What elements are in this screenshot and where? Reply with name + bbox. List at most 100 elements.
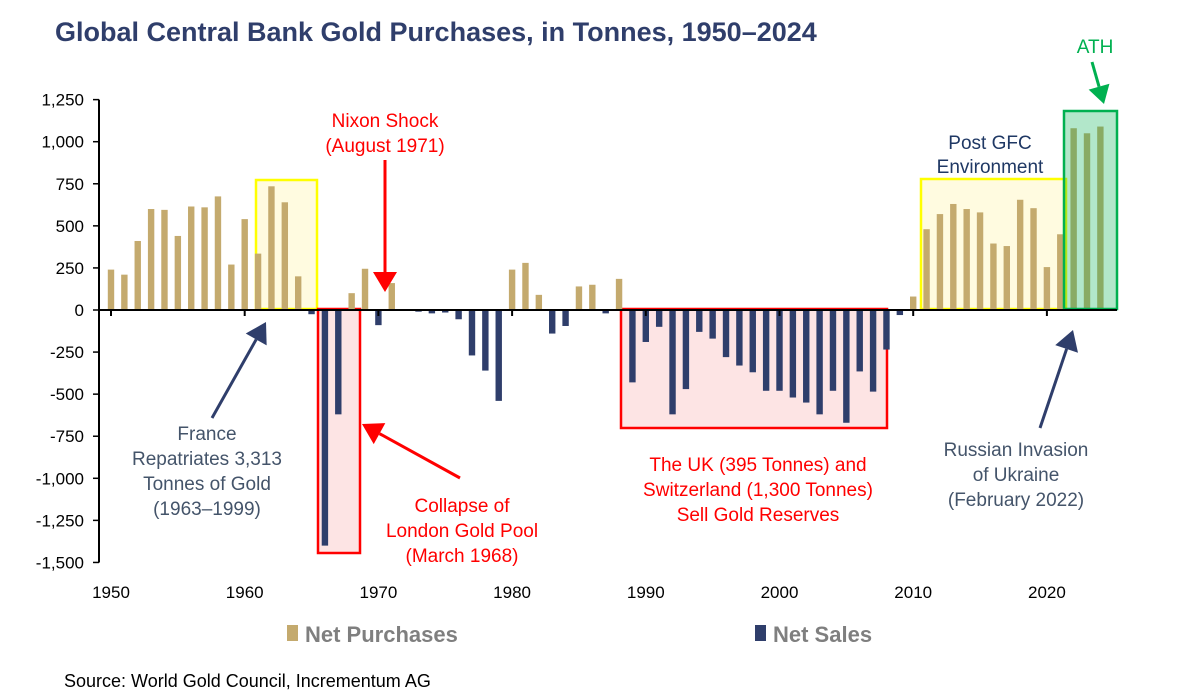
bar-1975 [442, 310, 449, 313]
bar-1992 [669, 310, 676, 415]
bar-2009 [896, 310, 904, 316]
x-tick-label: 1970 [359, 583, 397, 602]
bar-2003 [816, 310, 823, 415]
bar-1988 [615, 278, 623, 310]
bar-2004 [829, 310, 837, 391]
legend-label-net-sales: Net Sales [773, 622, 872, 647]
x-tick-label: 1990 [627, 583, 665, 602]
y-tick-label: -250 [50, 343, 84, 362]
bar-1958 [214, 196, 222, 310]
bar-1999 [762, 310, 770, 391]
annotation-uk: Switzerland (1,300 Tonnes) [643, 480, 873, 501]
y-tick-label: 1,000 [41, 133, 84, 152]
x-tick-label: 2020 [1028, 583, 1066, 602]
annotation-nixon: Nixon Shock [332, 111, 439, 132]
annotation-russia: (February 2022) [948, 490, 1084, 511]
france-arrow-icon [210, 338, 258, 419]
bar-1984 [562, 310, 569, 326]
annotation-russia: of Ukraine [973, 465, 1060, 486]
annotation-france: Repatriates 3,313 [132, 449, 282, 470]
bar-2019 [1030, 208, 1037, 310]
y-tick-label: 500 [56, 217, 84, 236]
annotation-gfc: Environment [937, 157, 1044, 178]
x-tick-label: 1950 [92, 583, 130, 602]
nixon-arrowhead-icon [373, 272, 397, 292]
bar-1966 [321, 310, 329, 546]
bar-2006 [856, 310, 863, 372]
x-tick-label: 1980 [493, 583, 531, 602]
bar-1985 [575, 286, 583, 310]
bar-2002 [803, 310, 810, 403]
bar-1953 [147, 209, 155, 310]
source-note: Source: World Gold Council, Incrementum … [64, 671, 431, 691]
bar-2012 [936, 214, 944, 310]
bar-1981 [522, 262, 529, 310]
bar-2018 [1016, 199, 1024, 310]
annotation-collapse: (March 1968) [406, 546, 519, 567]
bar-2014 [963, 209, 970, 310]
legend-swatch-net-purchases [287, 625, 298, 641]
bar-2010 [910, 296, 917, 310]
bar-1974 [428, 310, 436, 314]
bar-1963 [281, 202, 289, 310]
bar-1955 [174, 235, 182, 310]
bar-1986 [589, 284, 596, 310]
y-tick-label: -1,250 [36, 511, 84, 530]
bar-1993 [682, 310, 690, 390]
legend-label-net-purchases: Net Purchases [305, 622, 458, 647]
ath-arrowhead-icon [1088, 83, 1110, 104]
x-tick-label: 1960 [226, 583, 264, 602]
bar-1979 [495, 310, 502, 401]
bar-1998 [749, 310, 756, 373]
bar-1997 [736, 310, 743, 366]
annotation-france: France [177, 424, 236, 445]
bar-2005 [843, 310, 850, 423]
bar-1982 [535, 294, 543, 310]
legend: Net Purchases Net Sales [287, 622, 872, 647]
collapse-arrow-icon [378, 432, 461, 480]
annotation-gfc: Post GFC [948, 133, 1031, 154]
bar-1980 [508, 269, 516, 310]
bar-1994 [696, 310, 703, 332]
bar-1970 [375, 310, 382, 326]
annotation-ath: ATH [1077, 37, 1114, 58]
russia-arrowhead-icon [1055, 330, 1078, 353]
bar-1956 [188, 206, 195, 310]
bar-1995 [709, 310, 716, 339]
bar-1950 [107, 269, 115, 310]
bar-2021 [1057, 234, 1064, 310]
bar-1976 [455, 310, 462, 320]
annotation-france: Tonnes of Gold [143, 474, 271, 495]
bar-1965 [308, 310, 315, 315]
bar-1983 [549, 310, 556, 334]
x-tick-label: 2010 [894, 583, 932, 602]
bar-2022 [1070, 128, 1077, 310]
bar-2013 [950, 203, 957, 310]
annotation-collapse: London Gold Pool [386, 521, 538, 542]
bar-1957 [201, 207, 208, 310]
annotation-uk: Sell Gold Reserves [677, 505, 840, 526]
y-tick-label: -1,000 [36, 469, 84, 488]
bar-1968 [348, 293, 355, 310]
annotation-russia: Russian Invasion [944, 440, 1089, 461]
bar-1990 [642, 310, 649, 342]
legend-swatch-net-sales [755, 625, 766, 641]
bar-1962 [268, 186, 275, 310]
bar-2023 [1083, 133, 1091, 310]
y-tick-label: 250 [56, 259, 84, 278]
bar-1996 [722, 310, 730, 358]
bar-2017 [1003, 246, 1010, 310]
bar-1991 [655, 310, 663, 327]
ath-arrow-icon [1090, 61, 1101, 88]
highlight-box-ath [1062, 109, 1119, 311]
bar-2007 [869, 310, 877, 392]
collapse-arrowhead-icon [362, 423, 386, 445]
france-arrowhead-icon [245, 322, 267, 346]
annotation-nixon: (August 1971) [325, 136, 444, 157]
y-tick-label: -1,500 [36, 553, 84, 572]
y-tick-label: -750 [50, 427, 84, 446]
bar-1951 [121, 274, 128, 310]
chart-title: Global Central Bank Gold Purchases, in T… [55, 17, 817, 47]
bar-1969 [361, 268, 369, 310]
